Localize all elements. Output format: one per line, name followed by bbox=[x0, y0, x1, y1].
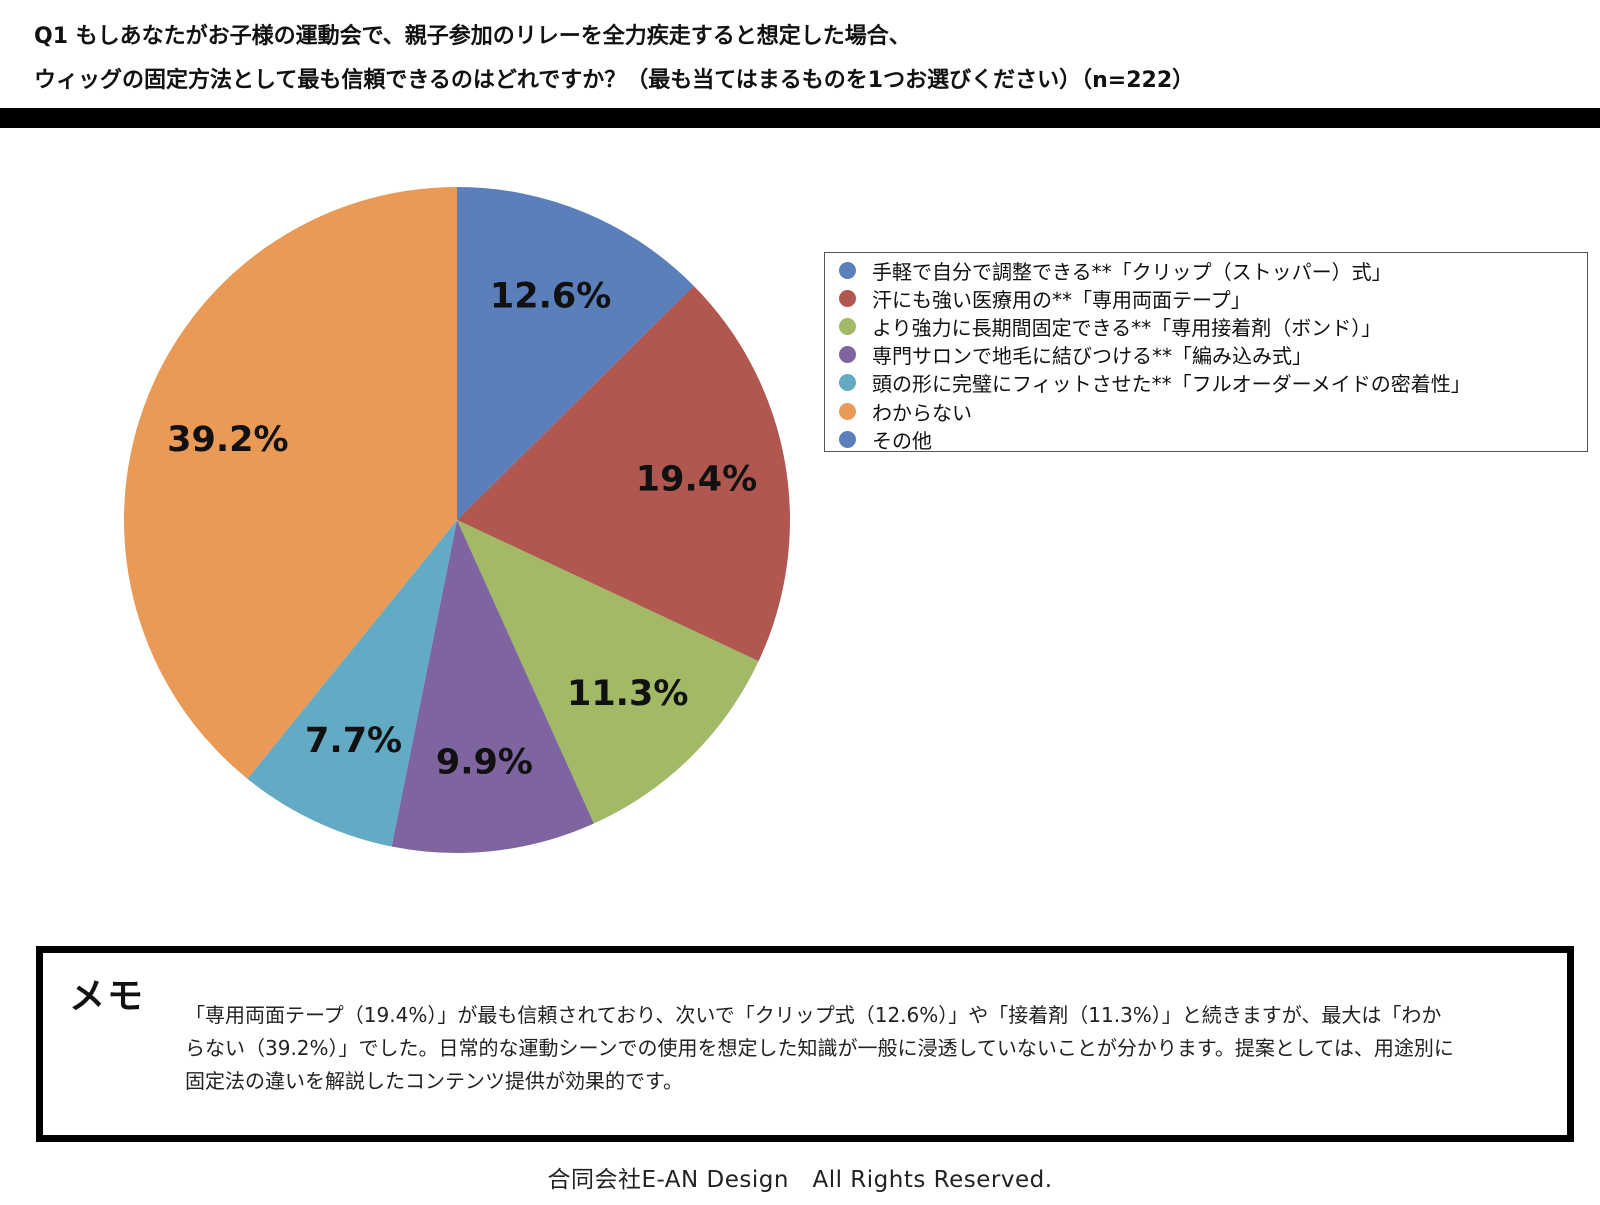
legend-marker-icon bbox=[839, 261, 856, 279]
legend-marker-icon bbox=[839, 430, 856, 448]
chart-legend: 手軽で自分で調整できる**「クリップ（ストッパー）式」 汗にも強い医療用の**「専… bbox=[824, 252, 1588, 453]
legend-item-2: より強力に長期間固定できる**「専用接着剤（ボンド）」 bbox=[839, 312, 1587, 340]
legend-item-5: わからない bbox=[839, 397, 1587, 425]
legend-marker-icon bbox=[839, 317, 856, 335]
legend-item-3: 専門サロンで地毛に結びつける**「編み込み式」 bbox=[839, 341, 1587, 369]
pie-slice-label-1: 19.4% bbox=[636, 460, 757, 500]
memo-title: メモ bbox=[69, 976, 146, 1017]
legend-label: 頭の形に完璧にフィットさせた**「フルオーダーメイドの密着性」 bbox=[872, 372, 1471, 397]
pie-slice-4 bbox=[247, 520, 457, 847]
pie-slice-label-4: 7.7% bbox=[305, 721, 402, 761]
legend-label: 手軽で自分で調整できる**「クリップ（ストッパー）式」 bbox=[872, 259, 1392, 284]
legend-label: その他 bbox=[872, 428, 932, 453]
pie-chart: 12.6% 19.4% 11.3% 9.9% 7.7% 39.2% bbox=[124, 187, 791, 854]
pie-slice-label-5: 39.2% bbox=[167, 420, 288, 460]
pie-slice-label-2: 11.3% bbox=[567, 674, 688, 714]
memo-text: 「専用両面テープ（19.4%）」が最も信頼されており、次いで「クリップ式（12.… bbox=[185, 1003, 1454, 1093]
legend-label: より強力に長期間固定できる**「専用接着剤（ボンド）」 bbox=[872, 315, 1382, 340]
legend-item-0: 手軽で自分で調整できる**「クリップ（ストッパー）式」 bbox=[839, 256, 1587, 284]
pie-slice-5 bbox=[124, 187, 457, 779]
legend-label: 汗にも強い医療用の**「専用両面テープ」 bbox=[872, 287, 1251, 312]
pie-slice-label-0: 12.6% bbox=[490, 277, 611, 317]
legend-item-6: その他 bbox=[839, 425, 1587, 453]
memo-box: メモ 「専用両面テープ（19.4%）」が最も信頼されており、次いで「クリップ式（… bbox=[36, 946, 1574, 1142]
header-divider-bar bbox=[0, 108, 1600, 128]
legend-marker-icon bbox=[839, 346, 856, 364]
legend-marker-icon bbox=[839, 374, 856, 392]
copyright-footer: 合同会社E-AN Design All Rights Reserved. bbox=[547, 1167, 1053, 1193]
legend-item-4: 頭の形に完璧にフィットさせた**「フルオーダーメイドの密着性」 bbox=[839, 369, 1587, 397]
legend-label: わからない bbox=[872, 400, 972, 425]
pie-slice-2 bbox=[457, 520, 759, 824]
legend-item-1: 汗にも強い医療用の**「専用両面テープ」 bbox=[839, 284, 1587, 312]
legend-label: 専門サロンで地毛に結びつける**「編み込み式」 bbox=[872, 344, 1312, 369]
pie-slice-0 bbox=[457, 187, 694, 520]
legend-marker-icon bbox=[839, 289, 856, 307]
pie-slice-label-3: 9.9% bbox=[436, 743, 533, 783]
pie-slice-1 bbox=[457, 285, 791, 662]
legend-marker-icon bbox=[839, 402, 856, 420]
chart-title-line-1: Q1 もしあなたがお子様の運動会で、親子参加のリレーを全力疾走すると想定した場合… bbox=[34, 24, 911, 49]
chart-title-line-2: ウィッグの固定方法として最も信頼できるのはどれですか？（最も当てはまるものを1つ… bbox=[34, 68, 1195, 93]
pie-slice-3 bbox=[391, 520, 594, 854]
